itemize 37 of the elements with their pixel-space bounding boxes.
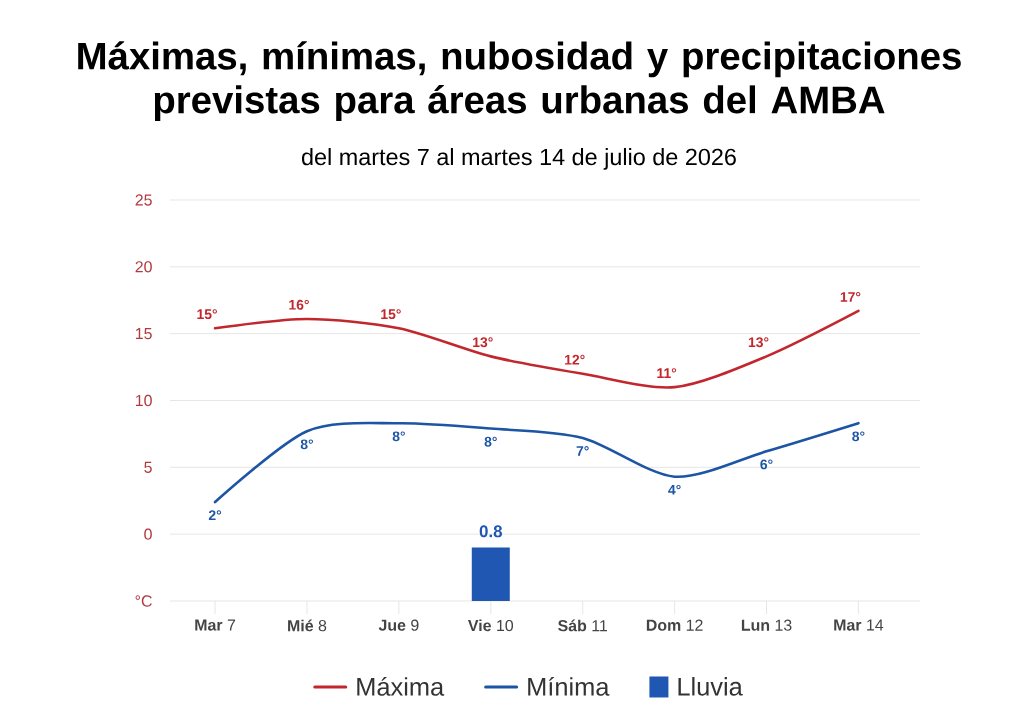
data-label: 15° (197, 309, 217, 320)
data-label: 8° (484, 436, 497, 447)
data-label: 15° (381, 309, 401, 320)
data-label: 8° (852, 431, 865, 442)
x-tick-label: Lun 13 (741, 619, 792, 631)
data-label: 2° (208, 510, 222, 521)
y-tick-label: °C (135, 595, 152, 607)
chart-subtitle: del martes 7 al martes 14 de julio de 2026 (302, 148, 736, 170)
data-label: 16° (289, 299, 309, 310)
data-label: 0.8 (479, 525, 503, 538)
x-tick-label: Mié 8 (288, 619, 327, 632)
y-tick-label: 5 (144, 461, 152, 473)
data-label: 13° (748, 337, 769, 348)
chart-title: Máximas, mínimas, nubosidad y precipitaciones previstas para áreas urbanas del AMBA (78, 41, 961, 122)
x-tick-label: Mar 14 (834, 619, 884, 631)
y-tick-label: 20 (135, 261, 152, 273)
legend-label: Máxima (357, 676, 445, 696)
y-tick-label: 0 (144, 528, 152, 540)
data-label: 12° (565, 354, 585, 365)
data-label: 11° (657, 368, 677, 378)
legend-label: Lluvia (678, 677, 743, 696)
data-label: 8° (300, 439, 314, 450)
data-label: 6° (760, 459, 773, 470)
x-tick-label: Mar 7 (195, 619, 236, 631)
y-tick-label: 25 (135, 194, 152, 206)
data-label: 8° (392, 431, 405, 442)
legend-label: Mínima (528, 676, 610, 696)
x-tick-label: Jue 9 (378, 619, 419, 631)
x-tick-label: Vie 10 (467, 619, 514, 632)
y-tick-label: 10 (135, 394, 152, 407)
data-label: 7° (576, 446, 589, 456)
x-tick-label: Sáb 11 (558, 619, 608, 632)
data-label: 13° (473, 337, 493, 348)
data-label: 17° (840, 292, 861, 302)
data-label: 4° (668, 484, 681, 495)
x-tick-label: Dom 12 (646, 619, 703, 631)
y-tick-label: 15 (135, 328, 152, 340)
